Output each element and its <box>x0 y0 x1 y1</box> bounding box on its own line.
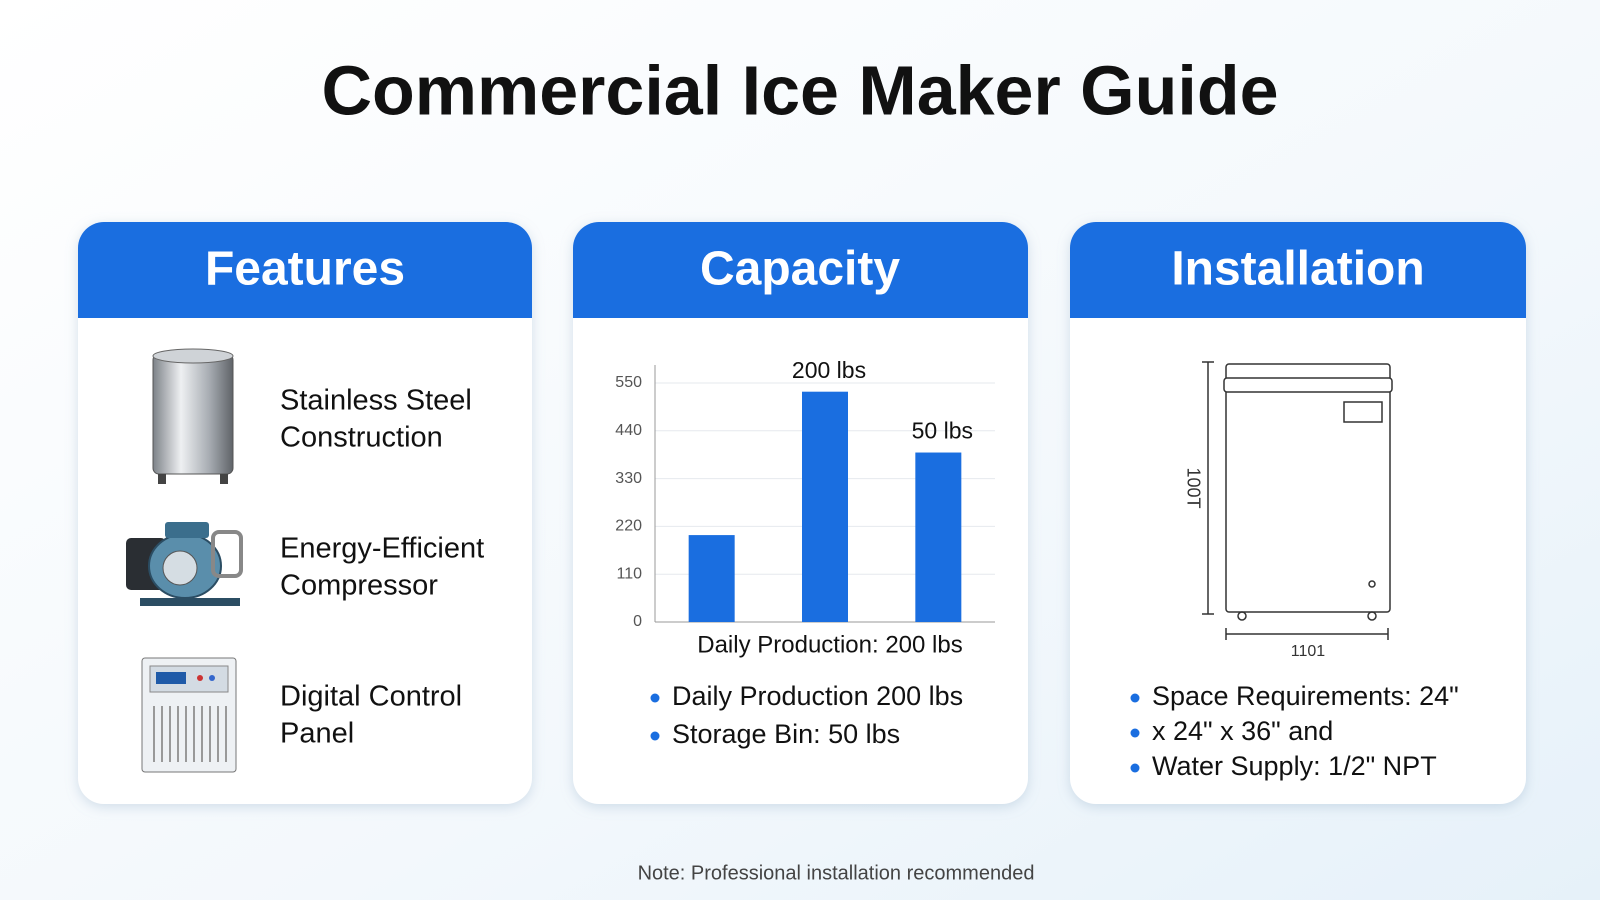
x-axis-label: Daily Production: 200 lbs <box>697 631 962 658</box>
y-tick-label: 110 <box>616 565 642 582</box>
feature-label: Construction <box>280 422 443 454</box>
bullet-dot <box>1130 728 1140 738</box>
bullet-text: x 24" x 36" and <box>1152 716 1333 746</box>
feature-label: Compressor <box>280 570 438 602</box>
y-tick-label: 0 <box>633 613 642 630</box>
panel-icon <box>141 657 237 773</box>
bullet-dot <box>650 731 660 741</box>
feature-label: Digital Control <box>280 681 462 713</box>
card-heading: Installation <box>1171 243 1424 296</box>
bar <box>915 452 962 622</box>
unit-drawing <box>1202 361 1393 640</box>
installation-card: Installation 100T 1101 <box>1070 222 1526 804</box>
features-card: Features <box>78 222 532 804</box>
footnote: Note: Professional installation recommen… <box>638 862 1035 884</box>
feature-label: Panel <box>280 718 354 750</box>
bar <box>688 535 735 622</box>
steel-icon <box>152 348 234 484</box>
page-title: Commercial Ice Maker Guide <box>321 51 1278 129</box>
bar-annotation: 200 lbs <box>792 357 866 383</box>
bar-annotation: 50 lbs <box>912 418 973 444</box>
bar <box>802 391 848 622</box>
capacity-card: Capacity <box>573 222 1028 804</box>
bullet-dot <box>650 693 660 703</box>
compressor-icon <box>126 522 243 606</box>
feature-label: Energy-Efficient <box>280 533 484 565</box>
card-heading: Capacity <box>700 243 900 296</box>
bullet-text: Daily Production 200 lbs <box>672 681 963 711</box>
diagram-label: 1101 <box>1291 643 1326 660</box>
card-heading: Features <box>205 243 405 296</box>
y-tick-label: 220 <box>615 518 642 535</box>
feature-label: Stainless Steel <box>280 385 472 417</box>
bullet-text: Water Supply: 1/2" NPT <box>1152 751 1437 781</box>
bullet-text: Storage Bin: 50 lbs <box>672 719 900 749</box>
bullet-dot <box>1130 763 1140 773</box>
diagram-label: 100T <box>1183 467 1203 508</box>
y-tick-label: 440 <box>615 422 642 439</box>
y-tick-label: 330 <box>615 470 642 487</box>
bullet-dot <box>1130 693 1140 703</box>
bullet-text: Space Requirements: 24" <box>1152 681 1459 711</box>
y-tick-label: 550 <box>615 374 642 391</box>
